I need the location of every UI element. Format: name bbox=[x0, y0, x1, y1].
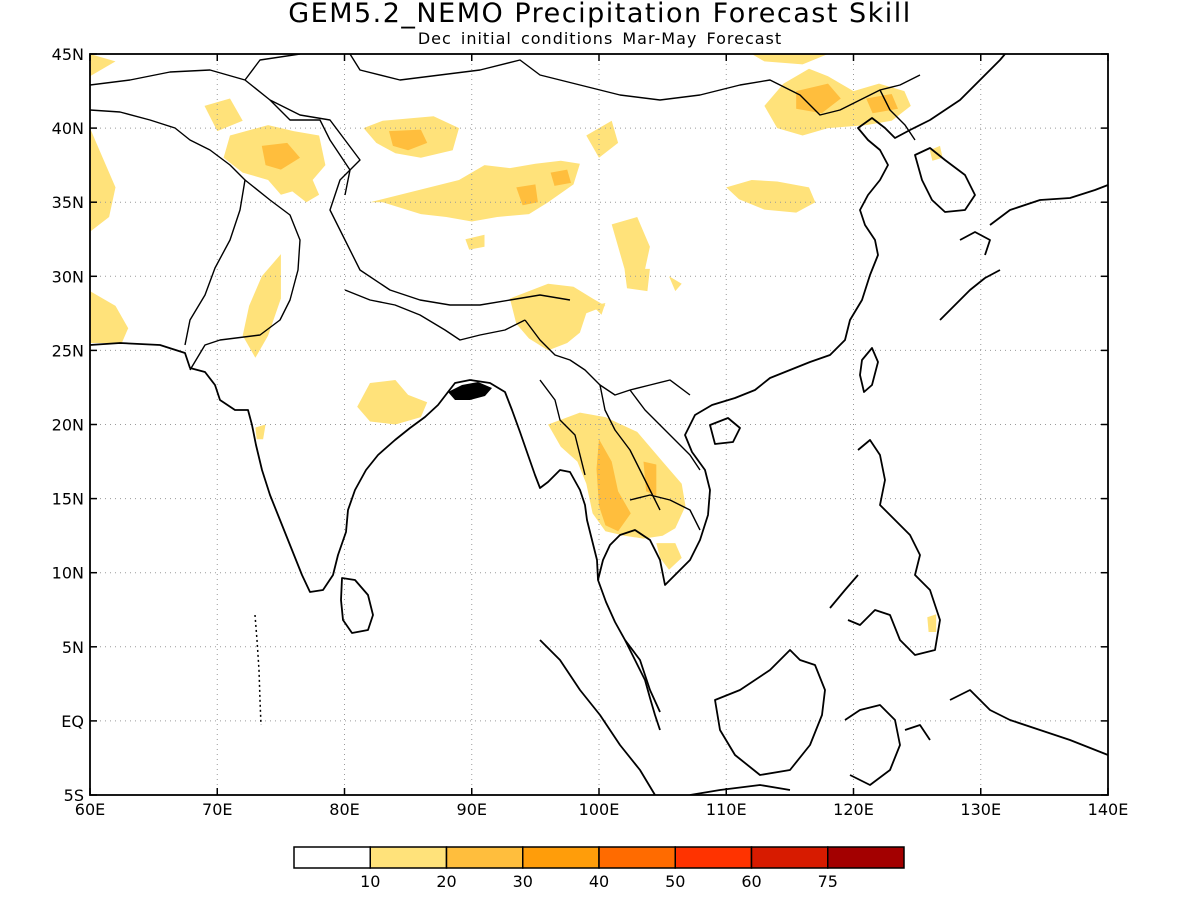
border-cambodia bbox=[629, 494, 701, 531]
border-laos-vietnam bbox=[629, 389, 701, 471]
colorbar-label: 10 bbox=[360, 872, 380, 891]
lat-tick-label: 5N bbox=[62, 638, 84, 657]
lat-tick-label: 35N bbox=[52, 193, 84, 212]
skill-region-level-1 bbox=[669, 276, 682, 292]
lat-tick-label: EQ bbox=[61, 712, 84, 731]
skill-region-level-1 bbox=[586, 120, 619, 158]
coastline-south-asia bbox=[90, 342, 661, 731]
border-india-pakistan bbox=[189, 179, 301, 371]
coastline-sulawesi bbox=[844, 704, 931, 786]
lat-tick-label: 30N bbox=[52, 267, 84, 286]
coastline-sri-lanka bbox=[340, 577, 374, 634]
colorbar-label: 75 bbox=[818, 872, 838, 891]
lat-tick-label: 5S bbox=[64, 786, 84, 805]
border-afghanistan-pakistan bbox=[90, 109, 246, 346]
skill-region-level-1 bbox=[656, 543, 682, 570]
colorbar-label: 50 bbox=[665, 872, 685, 891]
skill-region-level-1 bbox=[90, 54, 116, 77]
skill-region-level-2 bbox=[596, 439, 631, 532]
coastline-korea bbox=[914, 147, 976, 213]
skill-region-level-1 bbox=[204, 98, 243, 132]
skill-region-level-1 bbox=[90, 128, 116, 232]
lon-tick-label: 80E bbox=[329, 800, 359, 819]
skill-region-level-1 bbox=[370, 160, 580, 222]
skill-region-level-2 bbox=[866, 94, 898, 114]
map-axes: 60E 70E 80E 90E 100E 110E 120E 130E 140E 45N 40N 35… bbox=[52, 45, 1129, 819]
coastline-new-guinea bbox=[949, 689, 1108, 756]
colorbar-swatch bbox=[293, 846, 371, 869]
skill-region-level-1 bbox=[255, 424, 266, 440]
coastlines bbox=[90, 54, 1108, 795]
lon-tick-label: 90E bbox=[457, 800, 487, 819]
colorbar-label: 40 bbox=[589, 872, 609, 891]
skill-region-level-1 bbox=[242, 254, 281, 358]
lat-tick-label: 15N bbox=[52, 490, 84, 509]
lon-tick-label: 130E bbox=[960, 800, 1001, 819]
lat-tick-label: 20N bbox=[52, 416, 84, 435]
lat-tick-label: 10N bbox=[52, 564, 84, 583]
skill-region-level-2 bbox=[389, 129, 428, 151]
skill-region-level-1 bbox=[287, 180, 320, 203]
border-himalaya-bhutan bbox=[344, 289, 526, 341]
lat-tick-label: 25N bbox=[52, 341, 84, 360]
colorbar-swatch bbox=[522, 846, 600, 869]
colorbar-swatch bbox=[445, 846, 524, 869]
coastline-philippines bbox=[829, 439, 941, 656]
coastline-java bbox=[689, 784, 791, 795]
country-borders bbox=[90, 54, 921, 531]
border-myanmar-thailand bbox=[539, 379, 661, 511]
colorbar: 10 20 30 40 50 60 75 bbox=[293, 846, 905, 891]
border-korea bbox=[879, 89, 916, 141]
lat-tick-label: 40N bbox=[52, 119, 84, 138]
skill-region-level-2 bbox=[796, 83, 841, 114]
skill-region-level-1 bbox=[927, 614, 937, 632]
coastline-maldives bbox=[254, 614, 262, 726]
skill-region-level-1 bbox=[726, 180, 816, 213]
lon-tick-label: 140E bbox=[1088, 800, 1129, 819]
coastline-hainan bbox=[709, 417, 741, 445]
skill-region-level-1 bbox=[509, 283, 606, 351]
colorbar-swatch bbox=[598, 846, 676, 869]
map-subtitle: Dec initial conditions Mar-May Forecast bbox=[417, 29, 783, 48]
coastline-japan bbox=[939, 184, 1108, 321]
skill-region-level-1 bbox=[548, 412, 686, 539]
skill-region-level-1 bbox=[611, 217, 650, 277]
border-mongolia bbox=[349, 54, 921, 116]
coastline-indochina bbox=[597, 54, 1006, 586]
skill-region-level-2 bbox=[643, 461, 657, 496]
coastline-malay-sumatra bbox=[539, 639, 661, 795]
lon-tick-label: 100E bbox=[579, 800, 620, 819]
skill-region-level-1 bbox=[751, 54, 828, 65]
colorbar-label: 20 bbox=[436, 872, 456, 891]
skill-region-level-1 bbox=[90, 291, 129, 343]
skill-region-level-1 bbox=[465, 234, 485, 250]
bangladesh-delta bbox=[448, 382, 492, 400]
skill-region-level-1 bbox=[624, 268, 650, 292]
skill-region-level-1 bbox=[592, 303, 606, 315]
lat-tick-label: 45N bbox=[52, 45, 84, 64]
skill-shading bbox=[90, 54, 943, 632]
coastline-borneo bbox=[714, 649, 826, 776]
skill-region-level-2 bbox=[550, 169, 571, 186]
lon-tick-label: 110E bbox=[706, 800, 747, 819]
map-title: GEM5.2_NEMO Precipitation Forecast Skill bbox=[288, 0, 912, 29]
colorbar-swatch bbox=[674, 846, 753, 869]
lon-tick-label: 60E bbox=[75, 800, 105, 819]
skill-region-level-2 bbox=[261, 142, 300, 170]
colorbar-label: 60 bbox=[741, 872, 761, 891]
coastline-taiwan bbox=[859, 347, 879, 393]
border-china-west bbox=[244, 54, 571, 306]
lon-tick-label: 70E bbox=[202, 800, 232, 819]
grid-lines bbox=[90, 54, 1108, 795]
skill-region-level-2 bbox=[516, 184, 538, 206]
skill-region-level-1 bbox=[357, 380, 428, 425]
lon-tick-label: 120E bbox=[833, 800, 874, 819]
colorbar-swatch bbox=[827, 846, 905, 869]
colorbar-swatch bbox=[369, 846, 448, 869]
colorbar-swatch bbox=[750, 846, 829, 869]
colorbar-label: 30 bbox=[513, 872, 533, 891]
